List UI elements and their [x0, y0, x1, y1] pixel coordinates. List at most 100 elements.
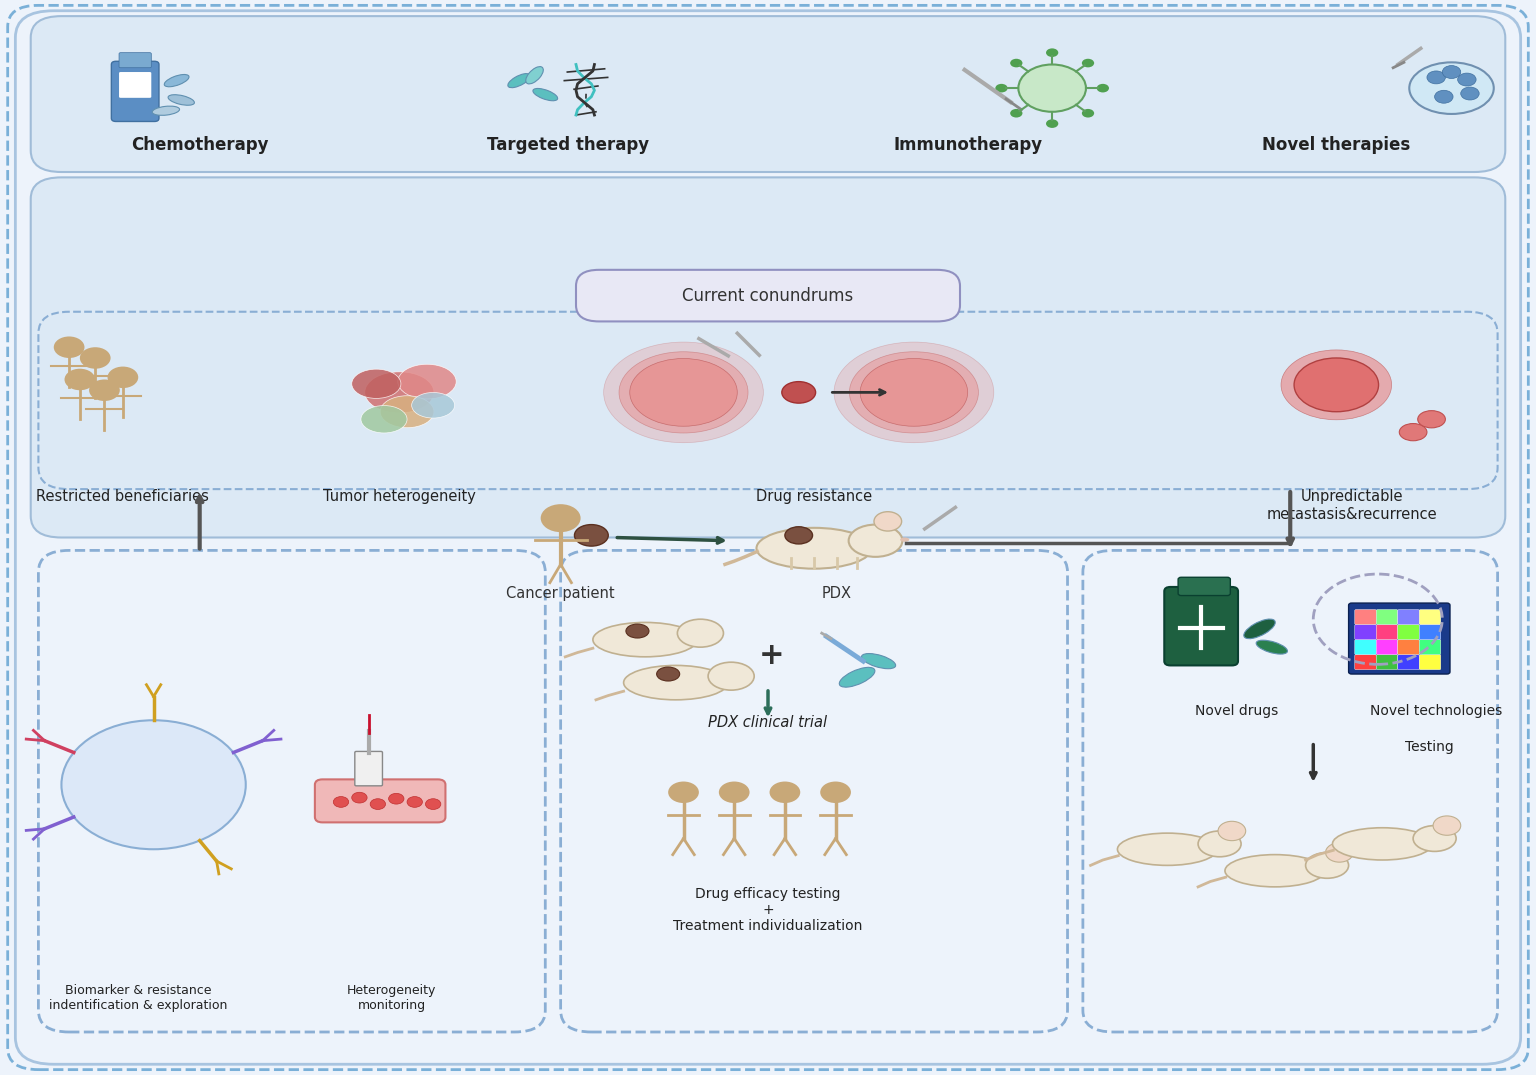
Circle shape	[1461, 87, 1479, 100]
FancyBboxPatch shape	[355, 751, 382, 786]
FancyBboxPatch shape	[1398, 640, 1419, 655]
Circle shape	[719, 782, 750, 803]
Ellipse shape	[849, 352, 978, 433]
Text: Drug resistance: Drug resistance	[756, 489, 872, 504]
Ellipse shape	[152, 106, 180, 115]
FancyBboxPatch shape	[1355, 655, 1376, 670]
Circle shape	[874, 512, 902, 531]
FancyBboxPatch shape	[1419, 640, 1441, 655]
Ellipse shape	[1281, 350, 1392, 419]
FancyBboxPatch shape	[1376, 610, 1398, 625]
Circle shape	[1442, 66, 1461, 78]
FancyBboxPatch shape	[576, 270, 960, 321]
Circle shape	[1011, 59, 1023, 68]
Ellipse shape	[412, 392, 455, 418]
Ellipse shape	[1118, 833, 1218, 865]
Circle shape	[65, 369, 95, 390]
Circle shape	[108, 367, 138, 388]
Circle shape	[89, 379, 120, 401]
Ellipse shape	[533, 88, 558, 101]
FancyBboxPatch shape	[118, 72, 151, 98]
Ellipse shape	[361, 405, 407, 433]
Text: Chemotherapy: Chemotherapy	[131, 137, 269, 154]
Text: Heterogeneity
monitoring: Heterogeneity monitoring	[347, 984, 436, 1012]
Circle shape	[1458, 73, 1476, 86]
Circle shape	[407, 797, 422, 807]
Ellipse shape	[860, 359, 968, 426]
Ellipse shape	[627, 624, 648, 637]
Ellipse shape	[630, 359, 737, 426]
Text: Novel drugs: Novel drugs	[1195, 704, 1278, 718]
FancyBboxPatch shape	[1178, 577, 1230, 596]
Ellipse shape	[366, 372, 435, 413]
Ellipse shape	[164, 74, 189, 87]
Ellipse shape	[508, 73, 530, 88]
Circle shape	[370, 799, 386, 809]
FancyBboxPatch shape	[1419, 625, 1441, 640]
Ellipse shape	[619, 352, 748, 433]
Text: Targeted therapy: Targeted therapy	[487, 137, 650, 154]
FancyBboxPatch shape	[1355, 610, 1376, 625]
Ellipse shape	[848, 525, 902, 557]
FancyBboxPatch shape	[1376, 655, 1398, 670]
FancyBboxPatch shape	[31, 177, 1505, 538]
Text: Current conundrums: Current conundrums	[682, 287, 854, 304]
Ellipse shape	[1418, 411, 1445, 428]
Text: Drug efficacy testing
+
Treatment individualization: Drug efficacy testing + Treatment indivi…	[673, 887, 863, 933]
Circle shape	[820, 782, 851, 803]
Text: PDX: PDX	[822, 586, 852, 601]
Circle shape	[1081, 59, 1094, 68]
Circle shape	[1046, 119, 1058, 128]
FancyBboxPatch shape	[31, 16, 1505, 172]
Circle shape	[1097, 84, 1109, 92]
Circle shape	[54, 336, 84, 358]
FancyBboxPatch shape	[1398, 625, 1419, 640]
FancyBboxPatch shape	[1376, 625, 1398, 640]
Ellipse shape	[656, 666, 679, 682]
Circle shape	[1011, 109, 1023, 117]
Text: Biomarker & resistance
indentification & exploration: Biomarker & resistance indentification &…	[49, 984, 227, 1012]
Circle shape	[61, 720, 246, 849]
Circle shape	[425, 799, 441, 809]
Circle shape	[1433, 816, 1461, 835]
FancyBboxPatch shape	[1349, 603, 1450, 674]
Ellipse shape	[1198, 831, 1241, 857]
FancyBboxPatch shape	[1376, 640, 1398, 655]
Ellipse shape	[1256, 641, 1287, 654]
Ellipse shape	[1244, 619, 1275, 639]
FancyBboxPatch shape	[1419, 610, 1441, 625]
Ellipse shape	[398, 364, 456, 399]
Text: Novel therapies: Novel therapies	[1263, 137, 1410, 154]
Ellipse shape	[525, 67, 544, 84]
Ellipse shape	[604, 342, 763, 443]
FancyBboxPatch shape	[1355, 625, 1376, 640]
Ellipse shape	[167, 95, 195, 105]
Ellipse shape	[785, 527, 813, 544]
Ellipse shape	[1409, 62, 1493, 114]
Text: Restricted beneficiaries: Restricted beneficiaries	[37, 489, 209, 504]
Circle shape	[1081, 109, 1094, 117]
FancyBboxPatch shape	[1398, 610, 1419, 625]
Circle shape	[352, 792, 367, 803]
Circle shape	[1218, 821, 1246, 841]
FancyBboxPatch shape	[1164, 587, 1238, 665]
Text: Tumor heterogeneity: Tumor heterogeneity	[323, 489, 476, 504]
Text: +: +	[759, 642, 783, 670]
FancyBboxPatch shape	[315, 779, 445, 822]
Ellipse shape	[1306, 852, 1349, 878]
Circle shape	[1018, 64, 1086, 112]
FancyBboxPatch shape	[1355, 640, 1376, 655]
Circle shape	[995, 84, 1008, 92]
Circle shape	[1046, 48, 1058, 57]
Ellipse shape	[574, 525, 608, 546]
Ellipse shape	[708, 662, 754, 690]
FancyBboxPatch shape	[15, 11, 1521, 1064]
Text: PDX clinical trial: PDX clinical trial	[708, 715, 828, 730]
Text: Novel technologies: Novel technologies	[1370, 704, 1502, 718]
Circle shape	[80, 347, 111, 369]
Ellipse shape	[834, 342, 994, 443]
Circle shape	[1326, 843, 1353, 862]
Circle shape	[333, 797, 349, 807]
FancyBboxPatch shape	[1398, 655, 1419, 670]
Text: Cancer patient: Cancer patient	[507, 586, 614, 601]
